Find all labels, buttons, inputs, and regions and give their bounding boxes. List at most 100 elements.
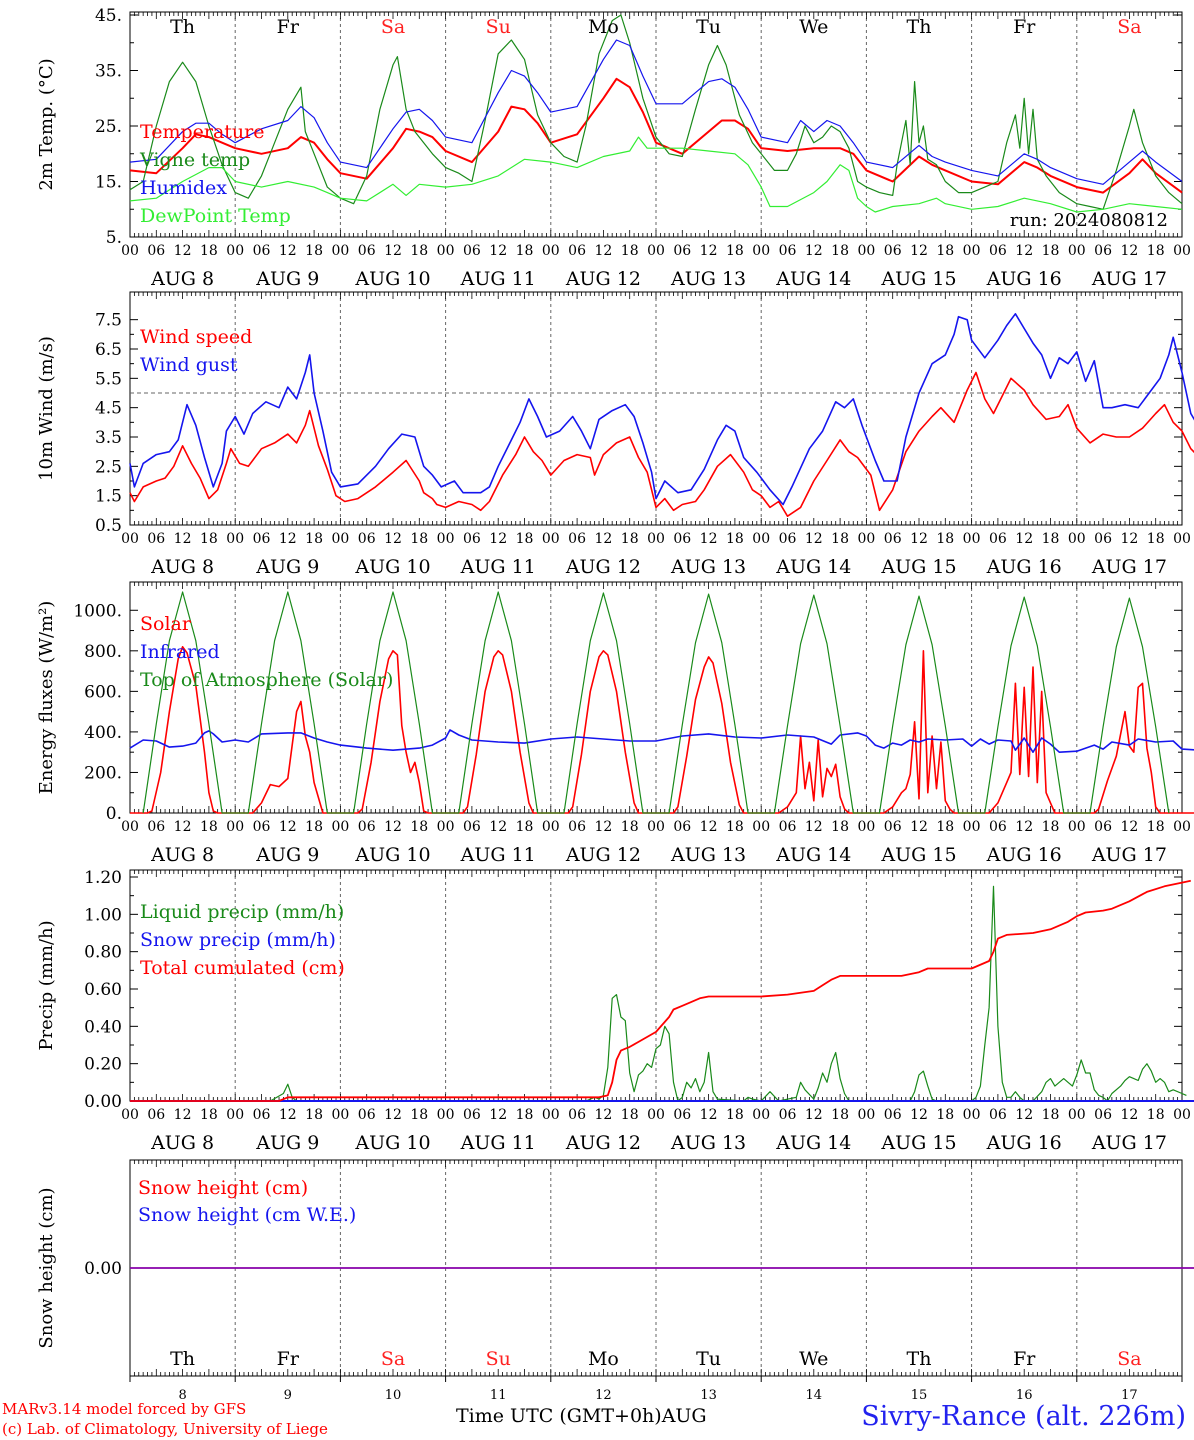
day-abbr: Mo bbox=[588, 16, 619, 38]
panel-2: 0.5 1.5 2.5 3.5 4.5 5.5 6.5 7.5 10m Wind (m/s) Wi… bbox=[36, 291, 1194, 578]
panel-frame bbox=[129, 11, 1183, 238]
hour-tick-label: 18 bbox=[936, 1107, 954, 1123]
date-label: AUG 12 bbox=[565, 268, 641, 290]
y-tick-label: 0.80 bbox=[84, 943, 122, 963]
hour-tick-label: 18 bbox=[831, 819, 849, 835]
day-abbr: Sa bbox=[381, 1348, 405, 1370]
hour-tick-label: 12 bbox=[489, 243, 507, 259]
hour-tick-label: 00 bbox=[752, 819, 770, 835]
hour-tick-label: 06 bbox=[568, 531, 586, 547]
day-abbr: Su bbox=[486, 16, 511, 38]
hour-tick-label: 06 bbox=[147, 1107, 165, 1123]
y-axis-label: Precip (mm/h) bbox=[36, 920, 57, 1050]
y-tick-label: 15. bbox=[95, 173, 122, 193]
date-label: AUG 11 bbox=[460, 556, 536, 578]
hour-tick-label: 12 bbox=[174, 819, 192, 835]
hour-tick-label: 00 bbox=[226, 243, 244, 259]
date-label: AUG 16 bbox=[986, 268, 1062, 290]
legend-entry: DewPoint Temp bbox=[140, 205, 291, 227]
hour-tick-label: 18 bbox=[621, 819, 639, 835]
hour-tick-label: 00 bbox=[752, 1107, 770, 1123]
hour-tick-label: 18 bbox=[831, 531, 849, 547]
legend-entry: Humidex bbox=[140, 177, 227, 199]
y-axis-label: 10m Wind (m/s) bbox=[36, 336, 57, 481]
series-line-wind-speed bbox=[129, 371, 1194, 518]
hour-tick-label: 06 bbox=[673, 243, 691, 259]
date-label: AUG 9 bbox=[255, 1132, 319, 1154]
hour-tick-label: 12 bbox=[279, 531, 297, 547]
hour-tick-label: 00 bbox=[437, 243, 455, 259]
date-label: AUG 14 bbox=[775, 268, 851, 290]
y-tick-label: 1.20 bbox=[84, 868, 122, 888]
hour-tick-label: 12 bbox=[174, 1107, 192, 1123]
day-number: 17 bbox=[1121, 1388, 1138, 1403]
day-number: 13 bbox=[700, 1388, 717, 1403]
hour-tick-label: 12 bbox=[805, 819, 823, 835]
date-label: AUG 17 bbox=[1091, 844, 1167, 866]
hour-tick-label: 12 bbox=[805, 531, 823, 547]
hour-tick-label: 00 bbox=[647, 819, 665, 835]
hour-tick-label: 18 bbox=[1147, 531, 1165, 547]
hour-tick-label: 18 bbox=[726, 1107, 744, 1123]
hour-tick-label: 18 bbox=[410, 1107, 428, 1123]
hour-tick-label: 18 bbox=[305, 531, 323, 547]
hour-tick-label: 12 bbox=[384, 243, 402, 259]
hour-tick-label: 06 bbox=[1094, 819, 1112, 835]
date-label: AUG 13 bbox=[670, 556, 746, 578]
hour-tick-label: 00 bbox=[963, 819, 981, 835]
date-label: AUG 17 bbox=[1091, 1132, 1167, 1154]
hour-tick-label: 12 bbox=[805, 243, 823, 259]
legend-entry: Snow precip (mm/h) bbox=[140, 929, 336, 951]
hour-tick-label: 06 bbox=[253, 531, 271, 547]
day-abbr: Sa bbox=[1117, 16, 1141, 38]
legend-entry: Snow height (cm) bbox=[138, 1177, 308, 1199]
hour-tick-label: 06 bbox=[147, 531, 165, 547]
hour-tick-label: 18 bbox=[305, 1107, 323, 1123]
day-abbr: Fr bbox=[277, 1348, 300, 1370]
hour-tick-label: 18 bbox=[516, 531, 534, 547]
hour-tick-label: 18 bbox=[936, 243, 954, 259]
date-label: AUG 13 bbox=[670, 1132, 746, 1154]
hour-tick-label: 18 bbox=[936, 531, 954, 547]
hour-tick-label: 12 bbox=[594, 243, 612, 259]
y-tick-label: 0.00 bbox=[84, 1259, 122, 1279]
series-line-solar bbox=[130, 645, 1194, 814]
hour-tick-label: 00 bbox=[963, 243, 981, 259]
date-label: AUG 14 bbox=[775, 1132, 851, 1154]
date-label: AUG 12 bbox=[565, 844, 641, 866]
y-tick-label: 25. bbox=[95, 117, 122, 137]
legend-entry: Total cumulated (cm) bbox=[140, 957, 345, 979]
day-abbr: Th bbox=[907, 1348, 932, 1370]
hour-tick-label: 18 bbox=[200, 819, 218, 835]
date-label: AUG 11 bbox=[460, 268, 536, 290]
day-abbr: Su bbox=[486, 1348, 511, 1370]
hour-tick-label: 12 bbox=[700, 531, 718, 547]
hour-tick-label: 06 bbox=[779, 531, 797, 547]
hour-tick-label: 18 bbox=[621, 531, 639, 547]
hour-tick-label: 06 bbox=[884, 531, 902, 547]
hour-tick-label: 18 bbox=[305, 243, 323, 259]
hour-tick-label: 18 bbox=[410, 243, 428, 259]
hour-tick-label: 12 bbox=[1120, 243, 1138, 259]
y-tick-label: 400. bbox=[84, 723, 122, 743]
hour-tick-label: 12 bbox=[805, 1107, 823, 1123]
hour-tick-label: 18 bbox=[831, 243, 849, 259]
day-number: 12 bbox=[595, 1388, 612, 1403]
hour-tick-label: 06 bbox=[779, 819, 797, 835]
hour-tick-label: 18 bbox=[200, 531, 218, 547]
hour-tick-label: 00 bbox=[1173, 819, 1191, 835]
legend-entry: Solar bbox=[140, 613, 192, 635]
lab-credit: (c) Lab. of Climatology, University of L… bbox=[2, 1420, 328, 1438]
y-tick-label: 45. bbox=[95, 6, 122, 26]
panel-4: 0.00 0.20 0.40 0.60 0.80 1.00 1.20 Precip (mm/h… bbox=[36, 868, 1194, 1154]
hour-tick-label: 06 bbox=[673, 1107, 691, 1123]
y-tick-label: 600. bbox=[84, 682, 122, 702]
day-abbr: Th bbox=[170, 16, 195, 38]
hour-tick-label: 12 bbox=[384, 1107, 402, 1123]
hour-tick-label: 12 bbox=[1120, 819, 1138, 835]
y-tick-label: 0.5 bbox=[95, 516, 122, 536]
hour-tick-label: 00 bbox=[857, 531, 875, 547]
hour-tick-label: 12 bbox=[1015, 243, 1033, 259]
hour-tick-label: 18 bbox=[410, 819, 428, 835]
date-label: AUG 16 bbox=[986, 556, 1062, 578]
